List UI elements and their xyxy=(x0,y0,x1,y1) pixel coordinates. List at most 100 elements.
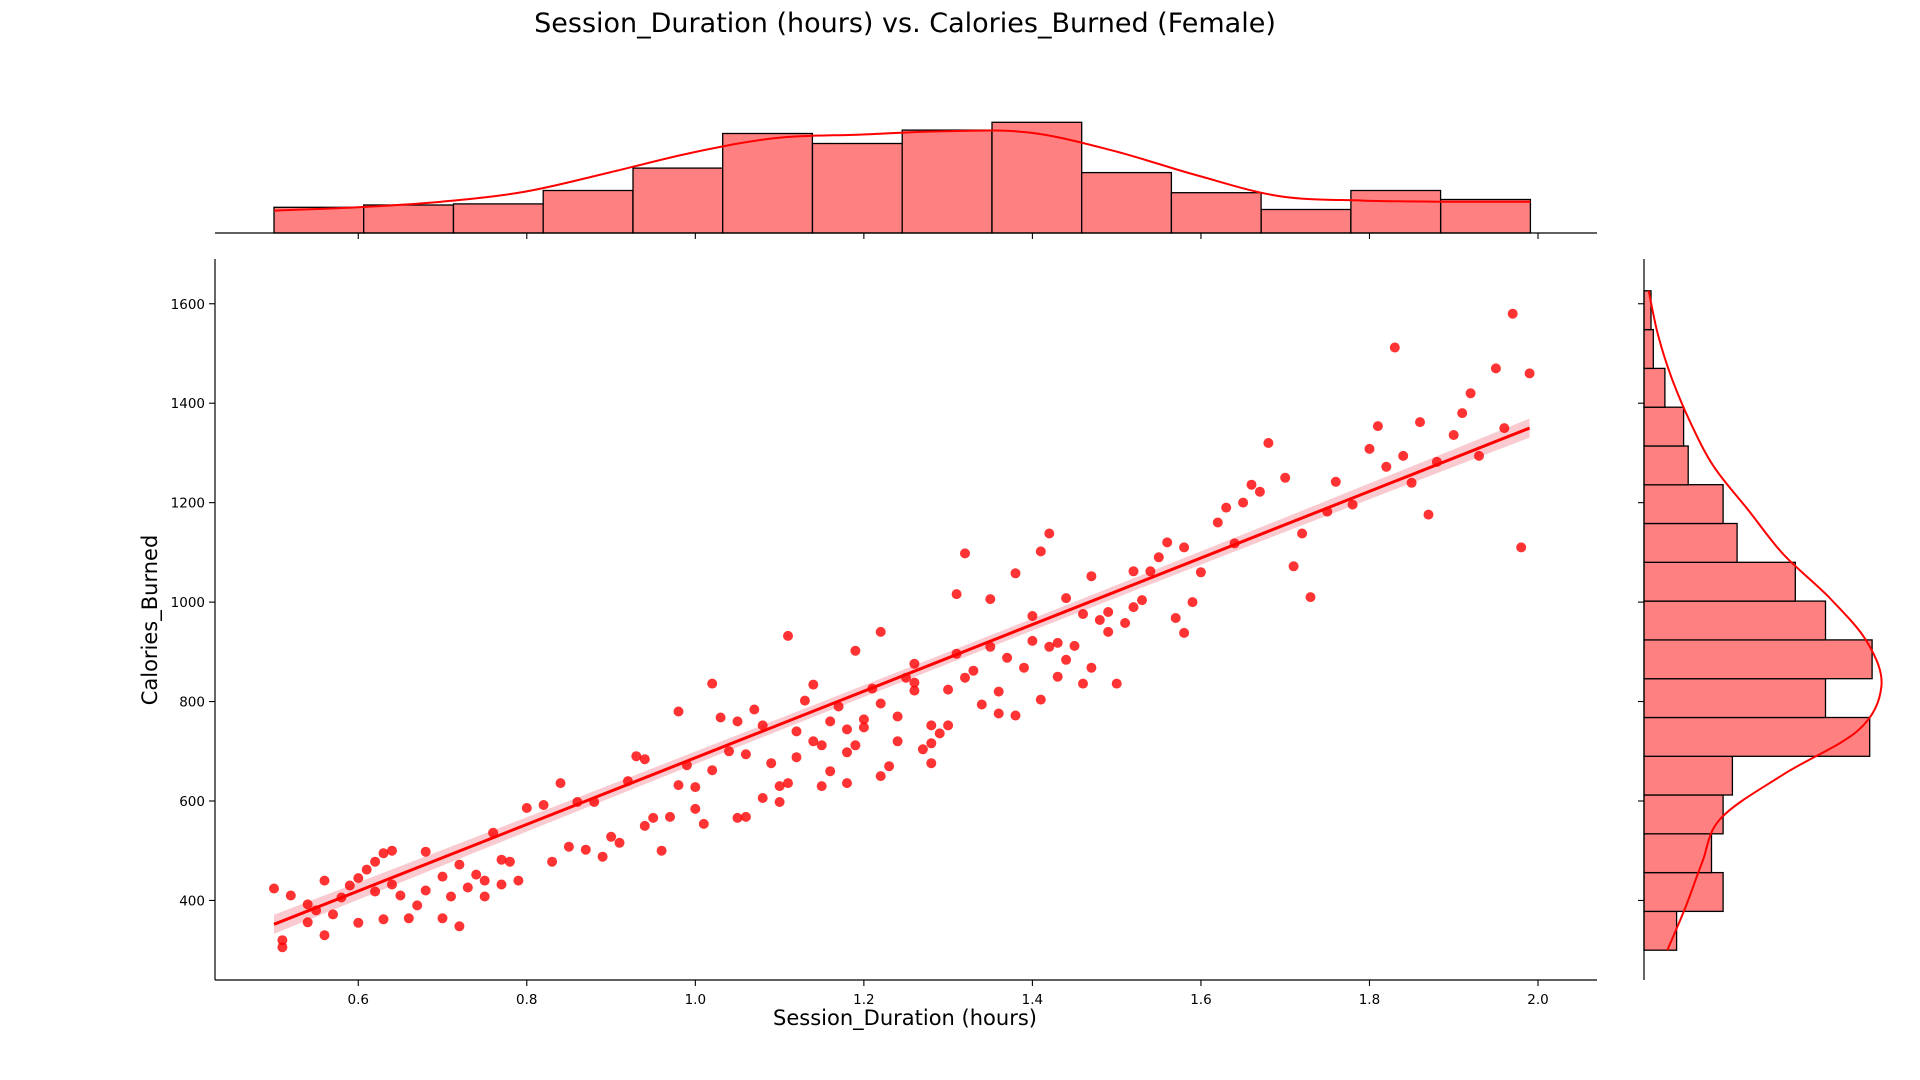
right-histogram-bar xyxy=(1643,794,1724,835)
x-tick-label: 0.6 xyxy=(348,992,369,1008)
data-point xyxy=(1415,417,1425,428)
x-tick-label: 1.6 xyxy=(1190,992,1211,1008)
data-point xyxy=(538,800,549,810)
data-point xyxy=(614,837,625,848)
data-point xyxy=(504,856,515,867)
right-histogram-bar xyxy=(1643,755,1734,796)
data-point xyxy=(1052,637,1063,648)
data-point xyxy=(1398,450,1409,461)
right-histogram-bar xyxy=(1643,367,1666,408)
data-point xyxy=(319,875,330,886)
data-point xyxy=(707,765,718,776)
data-point xyxy=(858,722,869,733)
top-histogram-bar xyxy=(1081,171,1173,234)
data-point xyxy=(842,747,852,758)
y-tick-label: 1200 xyxy=(171,496,205,512)
data-point xyxy=(875,698,886,709)
data-point xyxy=(799,695,810,706)
right-kde-curve xyxy=(1647,290,1883,951)
data-point xyxy=(985,594,996,605)
data-point xyxy=(1465,388,1476,399)
right-histogram-bar xyxy=(1643,639,1873,680)
data-point xyxy=(707,678,718,689)
data-point xyxy=(1524,368,1535,379)
data-point xyxy=(1111,678,1122,689)
data-point xyxy=(606,831,617,842)
data-point xyxy=(875,771,886,782)
x-axis-label: Session_Duration (hours) xyxy=(773,1006,1037,1031)
data-point xyxy=(842,778,852,789)
data-point xyxy=(993,708,1004,719)
top-histogram-bar xyxy=(811,142,903,234)
data-point xyxy=(1179,542,1190,553)
data-point xyxy=(1448,430,1459,440)
data-point xyxy=(285,890,296,901)
top-histogram-bar xyxy=(363,204,455,234)
data-point xyxy=(420,885,431,896)
data-point xyxy=(631,751,642,762)
data-point xyxy=(1162,537,1173,548)
data-point xyxy=(1423,509,1434,520)
x-tick-label: 1.0 xyxy=(685,992,706,1008)
data-point xyxy=(420,846,431,857)
top-histogram-bar xyxy=(542,189,634,234)
data-point xyxy=(1137,595,1147,606)
data-point xyxy=(1052,671,1063,682)
y-axis-label: Calories_Burned xyxy=(138,535,163,706)
data-point xyxy=(277,935,288,946)
data-point xyxy=(1499,423,1510,434)
data-point xyxy=(387,845,397,856)
data-point xyxy=(1297,528,1308,539)
data-point xyxy=(926,720,937,731)
data-point xyxy=(993,686,1004,697)
data-point xyxy=(1507,308,1518,319)
data-point xyxy=(690,803,701,814)
data-point xyxy=(1019,662,1029,673)
data-point xyxy=(378,914,389,925)
data-point xyxy=(740,811,751,822)
data-point xyxy=(917,744,928,755)
chart-title: Session_Duration (hours) vs. Calories_Bu… xyxy=(534,8,1276,39)
data-point xyxy=(437,913,448,924)
data-point xyxy=(774,797,785,807)
data-point xyxy=(1254,486,1265,497)
data-point xyxy=(370,886,381,897)
data-point xyxy=(328,909,338,920)
data-point xyxy=(909,685,920,696)
scatter-panel: 0.6 0.8 1.0 1.2 1.4 1.6 1.8 2.0 400 600 800 1000 120… xyxy=(171,259,1597,1008)
data-point xyxy=(1027,611,1038,621)
data-point xyxy=(690,782,701,793)
data-point xyxy=(1010,568,1021,579)
data-point xyxy=(378,848,389,859)
data-point xyxy=(698,818,709,829)
top-histogram-bar xyxy=(722,132,814,234)
data-point xyxy=(479,891,490,902)
data-point xyxy=(673,780,684,791)
top-histogram-bar xyxy=(632,167,724,234)
data-point xyxy=(934,728,945,739)
top-histogram-bar xyxy=(1170,192,1262,234)
data-point xyxy=(1027,635,1038,646)
data-point xyxy=(1035,546,1046,557)
data-point xyxy=(816,781,827,792)
data-point xyxy=(1389,342,1400,353)
data-point xyxy=(555,778,566,789)
data-point xyxy=(909,658,920,669)
x-tick-label: 1.2 xyxy=(853,992,874,1008)
data-point xyxy=(985,641,996,652)
data-point xyxy=(884,761,895,772)
data-point xyxy=(1280,472,1291,483)
data-point xyxy=(1195,567,1206,578)
top-histogram-bar xyxy=(991,121,1083,234)
data-point xyxy=(1044,641,1055,652)
top-histogram-bar xyxy=(1260,208,1352,234)
data-point xyxy=(1035,694,1046,705)
right-histogram-bar xyxy=(1643,328,1654,370)
data-point xyxy=(808,679,819,690)
data-point xyxy=(1457,408,1468,419)
y-tick-label: 600 xyxy=(179,794,205,810)
top-histogram-bar xyxy=(901,129,993,234)
data-point xyxy=(454,859,465,870)
data-point xyxy=(1145,566,1156,577)
